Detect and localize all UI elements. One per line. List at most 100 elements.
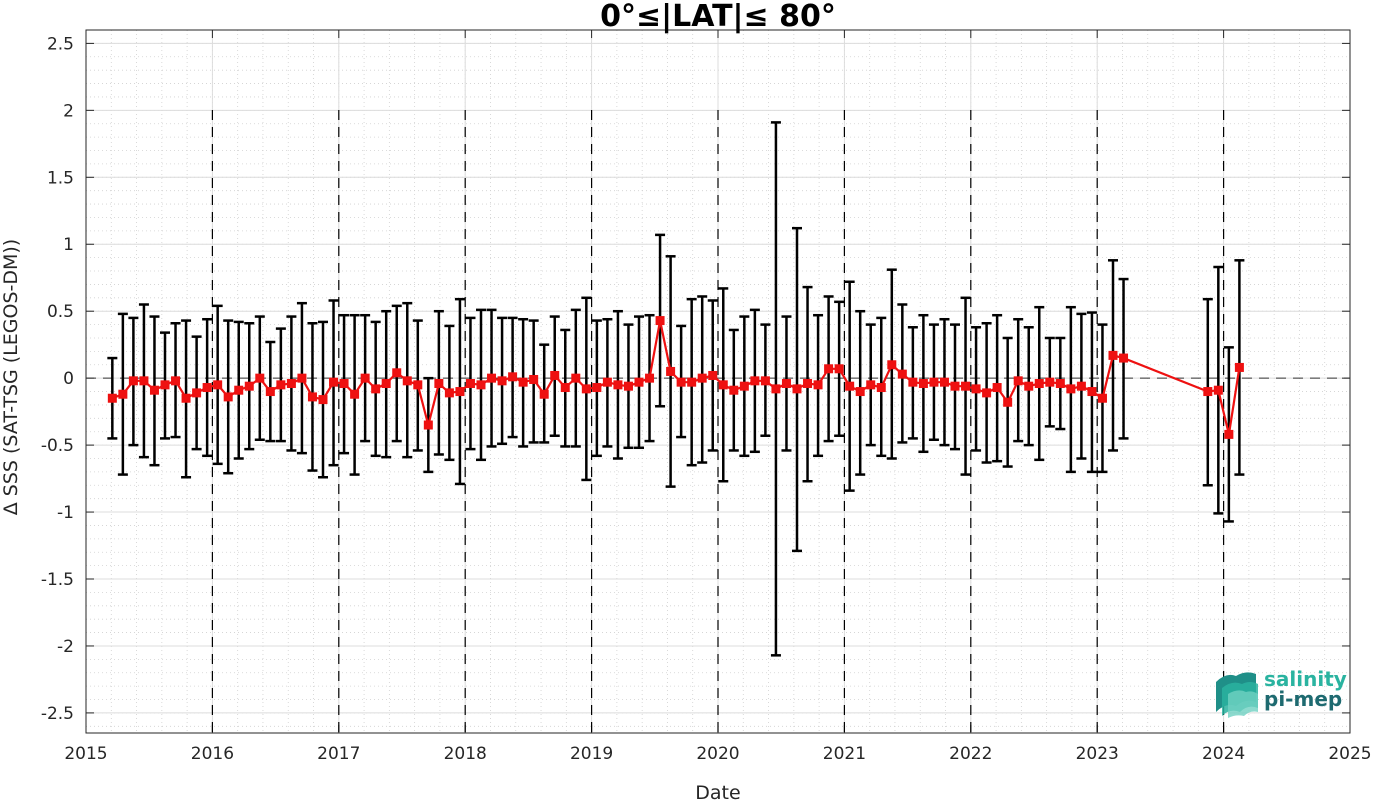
data-point-marker (1024, 381, 1034, 391)
data-point-marker (918, 379, 928, 389)
y-tick-label: -1 (57, 503, 74, 523)
data-point-marker (592, 383, 602, 393)
data-point-marker (1234, 362, 1244, 372)
y-tick-label: 2 (63, 101, 74, 121)
data-point-marker (518, 377, 528, 387)
data-point-marker (244, 381, 254, 391)
x-tick-label: 2020 (696, 744, 739, 764)
data-point-marker (813, 380, 823, 390)
data-point-marker (160, 380, 170, 390)
data-point-marker (950, 381, 960, 391)
x-tick-label: 2017 (317, 744, 360, 764)
data-point-marker (434, 379, 444, 389)
data-point-marker (234, 385, 244, 395)
y-tick-label: -2 (57, 637, 74, 657)
data-point-marker (623, 381, 633, 391)
data-point-marker (202, 383, 212, 393)
data-point-marker (613, 380, 623, 390)
data-point-marker (939, 377, 949, 387)
y-tick-label: -2.5 (41, 704, 74, 724)
data-point-marker (487, 373, 497, 383)
data-point-marker (444, 388, 454, 398)
data-point-marker (666, 366, 676, 376)
data-point-marker (413, 380, 423, 390)
data-point-marker (508, 372, 518, 382)
data-point-marker (750, 376, 760, 386)
data-point-marker (392, 368, 402, 378)
data-point-marker (1045, 377, 1055, 387)
data-point-marker (803, 379, 813, 389)
data-point-marker (529, 374, 539, 384)
data-point-marker (971, 384, 981, 394)
data-point-marker (887, 360, 897, 370)
data-point-marker (1034, 379, 1044, 389)
data-point-marker (929, 377, 939, 387)
data-point-marker (697, 373, 707, 383)
data-point-marker (181, 393, 191, 403)
data-point-marker (1213, 385, 1223, 395)
data-point-marker (645, 373, 655, 383)
data-point-marker (781, 379, 791, 389)
data-point-marker (792, 384, 802, 394)
data-point-marker (602, 377, 612, 387)
salinity-pi-mep-logo: salinity pi-mep (1216, 667, 1347, 718)
data-point-marker (718, 380, 728, 390)
data-point-marker (455, 387, 465, 397)
data-point-marker (571, 373, 581, 383)
data-point-marker (634, 377, 644, 387)
data-point-marker (834, 364, 844, 374)
year-separators (86, 110, 1350, 733)
data-point-marker (497, 376, 507, 386)
data-point-marker (360, 373, 370, 383)
data-point-marker (687, 377, 697, 387)
data-point-marker (739, 381, 749, 391)
chart-title: 0°≤|LAT|≤ 80° (600, 0, 836, 34)
logo-line2: pi-mep (1264, 687, 1342, 711)
x-axis-title: Date (695, 782, 740, 801)
data-point-marker (729, 385, 739, 395)
x-tick-label: 2022 (949, 744, 992, 764)
data-point-marker (897, 369, 907, 379)
y-tick-label: 1.5 (47, 168, 74, 188)
data-point-marker (866, 380, 876, 390)
data-point-marker (128, 376, 138, 386)
y-tick-label: 0 (63, 369, 74, 389)
tick-labels: 2015 2016 2017 2018 2019 2020 2021 2022 2023 2024… (41, 34, 1372, 764)
data-point-marker (1097, 393, 1107, 403)
data-point-marker (329, 377, 339, 387)
x-tick-label: 2019 (570, 744, 613, 764)
logo-line1: salinity (1264, 667, 1347, 691)
wave-logo-icon (1216, 672, 1258, 718)
data-point-marker (1066, 384, 1076, 394)
data-point-marker (771, 384, 781, 394)
data-point-marker (107, 393, 117, 403)
data-point-marker (1087, 387, 1097, 397)
data-point-marker (560, 383, 570, 393)
x-tick-label: 2015 (64, 744, 107, 764)
data-point-marker (845, 381, 855, 391)
y-tick-label: 1 (63, 235, 74, 255)
data-point-marker (297, 373, 307, 383)
data-point-marker (1055, 379, 1065, 389)
data-point-marker (423, 420, 433, 430)
data-point-marker (550, 370, 560, 380)
x-tick-label: 2025 (1328, 744, 1371, 764)
data-point-marker (982, 388, 992, 398)
data-point-marker (1119, 353, 1129, 363)
data-point-marker (476, 380, 486, 390)
x-tick-label: 2021 (823, 744, 866, 764)
x-tick-label: 2018 (444, 744, 487, 764)
data-point-marker (961, 381, 971, 391)
data-point-marker (655, 316, 665, 326)
data-point-marker (255, 373, 265, 383)
y-axis-title: Δ SSS (SAT-TSG (LEGOS-DM)) (0, 239, 22, 515)
x-tick-label: 2016 (191, 744, 234, 764)
y-tick-label: 0.5 (47, 302, 74, 322)
x-tick-label: 2024 (1202, 744, 1245, 764)
data-point-marker (318, 395, 328, 405)
data-point-marker (339, 379, 349, 389)
data-point-marker (1076, 381, 1086, 391)
data-point-marker (223, 392, 233, 402)
series-markers (107, 316, 1244, 439)
data-point-marker (1003, 397, 1013, 407)
